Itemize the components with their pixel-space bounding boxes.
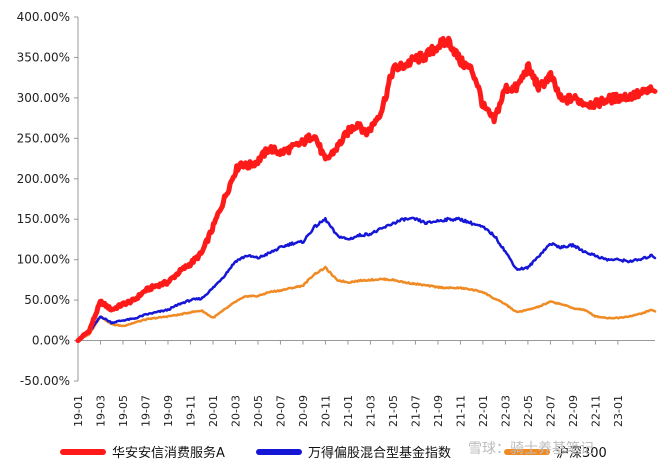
y-tick-label: 50.00% (24, 293, 70, 307)
y-tick-label: 150.00% (17, 212, 70, 226)
legend-label-wind: 万得偏股混合型基金指数 (308, 446, 452, 461)
x-tick-label: 20-03 (229, 395, 242, 427)
x-tick-label: 19-07 (139, 395, 152, 427)
series-line-0 (75, 35, 658, 344)
x-tick-label: 21-09 (432, 395, 445, 427)
y-tick-label: 250.00% (17, 131, 70, 145)
legend-label-huaan: 华安安信消费服务A (112, 446, 225, 461)
legend-item-wind: 万得偏股混合型基金指数 (256, 442, 451, 461)
x-tick-label: 21-01 (342, 395, 355, 427)
x-tick-label: 22-07 (544, 395, 557, 427)
legend-item-hs300: 沪深300 (504, 442, 607, 461)
x-tick-label: 19-11 (184, 395, 197, 427)
x-tick-label: 21-05 (387, 395, 400, 427)
legend-swatch-red (60, 448, 106, 455)
x-tick-label: 21-11 (454, 395, 467, 427)
x-tick-label: 19-01 (72, 395, 85, 427)
legend-label-hs300: 沪深300 (556, 446, 607, 461)
x-tick-label: 19-09 (162, 395, 175, 427)
y-tick-label: -50.00% (20, 374, 70, 388)
x-tick-label: 19-05 (117, 395, 130, 427)
legend-swatch-blue (256, 448, 302, 455)
legend-swatch-orange (504, 448, 550, 455)
watermark: 雪球：骑士养基笔记 (468, 441, 594, 457)
x-tick-label: 20-09 (297, 395, 310, 427)
x-tick-label: 20-07 (274, 395, 287, 427)
y-axis: -50.00% 0.00% 50.00% 100.00% 150.00% 200.00% 2… (17, 10, 79, 388)
y-tick-label: 200.00% (17, 172, 70, 186)
y-tick-label: 100.00% (17, 253, 70, 267)
legend: 华安安信消费服务A 万得偏股混合型基金指数 沪深300 (60, 442, 660, 462)
series-layer (75, 35, 658, 344)
x-tick-label: 22-01 (477, 395, 490, 427)
x-axis: 19-01 19-03 19-05 19-07 19-09 19-11 20-01 20-03… (72, 340, 655, 427)
x-tick-label: 22-03 (499, 395, 512, 427)
x-tick-label: 21-07 (409, 395, 422, 427)
series-line-2 (76, 265, 657, 342)
y-tick-label: 300.00% (17, 91, 70, 105)
legend-item-huaan: 华安安信消费服务A (60, 442, 225, 461)
x-tick-label: 23-01 (612, 395, 625, 427)
x-tick-label: 22-11 (589, 395, 602, 427)
y-tick-label: 350.00% (17, 50, 70, 64)
series-line-1 (76, 216, 657, 342)
x-tick-label: 19-03 (94, 395, 107, 427)
x-tick-label: 21-03 (364, 395, 377, 427)
x-tick-label: 22-05 (522, 395, 535, 427)
x-tick-label: 20-05 (252, 395, 265, 427)
x-tick-label: 20-01 (207, 395, 220, 427)
y-tick-label: 0.00% (32, 334, 70, 348)
x-tick-label: 22-09 (567, 395, 580, 427)
y-tick-label: 400.00% (17, 10, 70, 24)
x-tick-label: 20-11 (319, 395, 332, 427)
